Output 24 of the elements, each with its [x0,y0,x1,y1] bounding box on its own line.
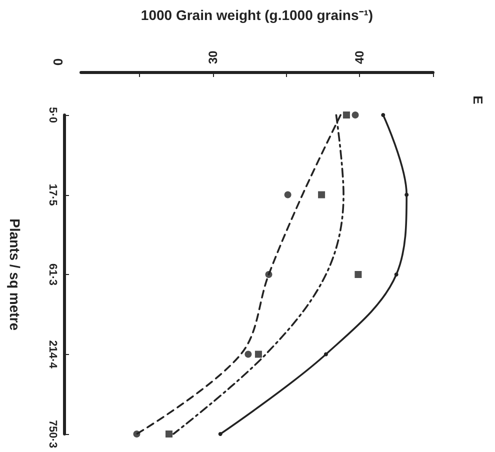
point [244,350,252,358]
y-tick-label: 750·3 [46,420,58,448]
point [404,192,409,197]
text: E [470,96,486,105]
point [342,112,350,118]
point [318,191,326,198]
point [394,272,398,276]
point [354,271,362,278]
y-axis-title: Plants / sq metre [7,218,23,331]
point [254,350,262,358]
point [381,113,386,117]
point [284,191,292,198]
x-tick-label: 30 [206,50,220,64]
x-axis-title: 1000 Grain weight (g.1000 grains⁻¹) [140,7,374,23]
point [324,352,328,356]
y-tick-label: 17·5 [46,184,58,206]
point [166,430,172,438]
point [218,432,222,436]
y-tick-label: 61·3 [46,263,58,286]
text: 0 [50,58,66,66]
y-tick-label: 214·4 [46,340,58,370]
x-tick-label: 40 [352,50,367,64]
point [352,112,359,118]
y-tick-label: 5·0 [46,107,58,123]
